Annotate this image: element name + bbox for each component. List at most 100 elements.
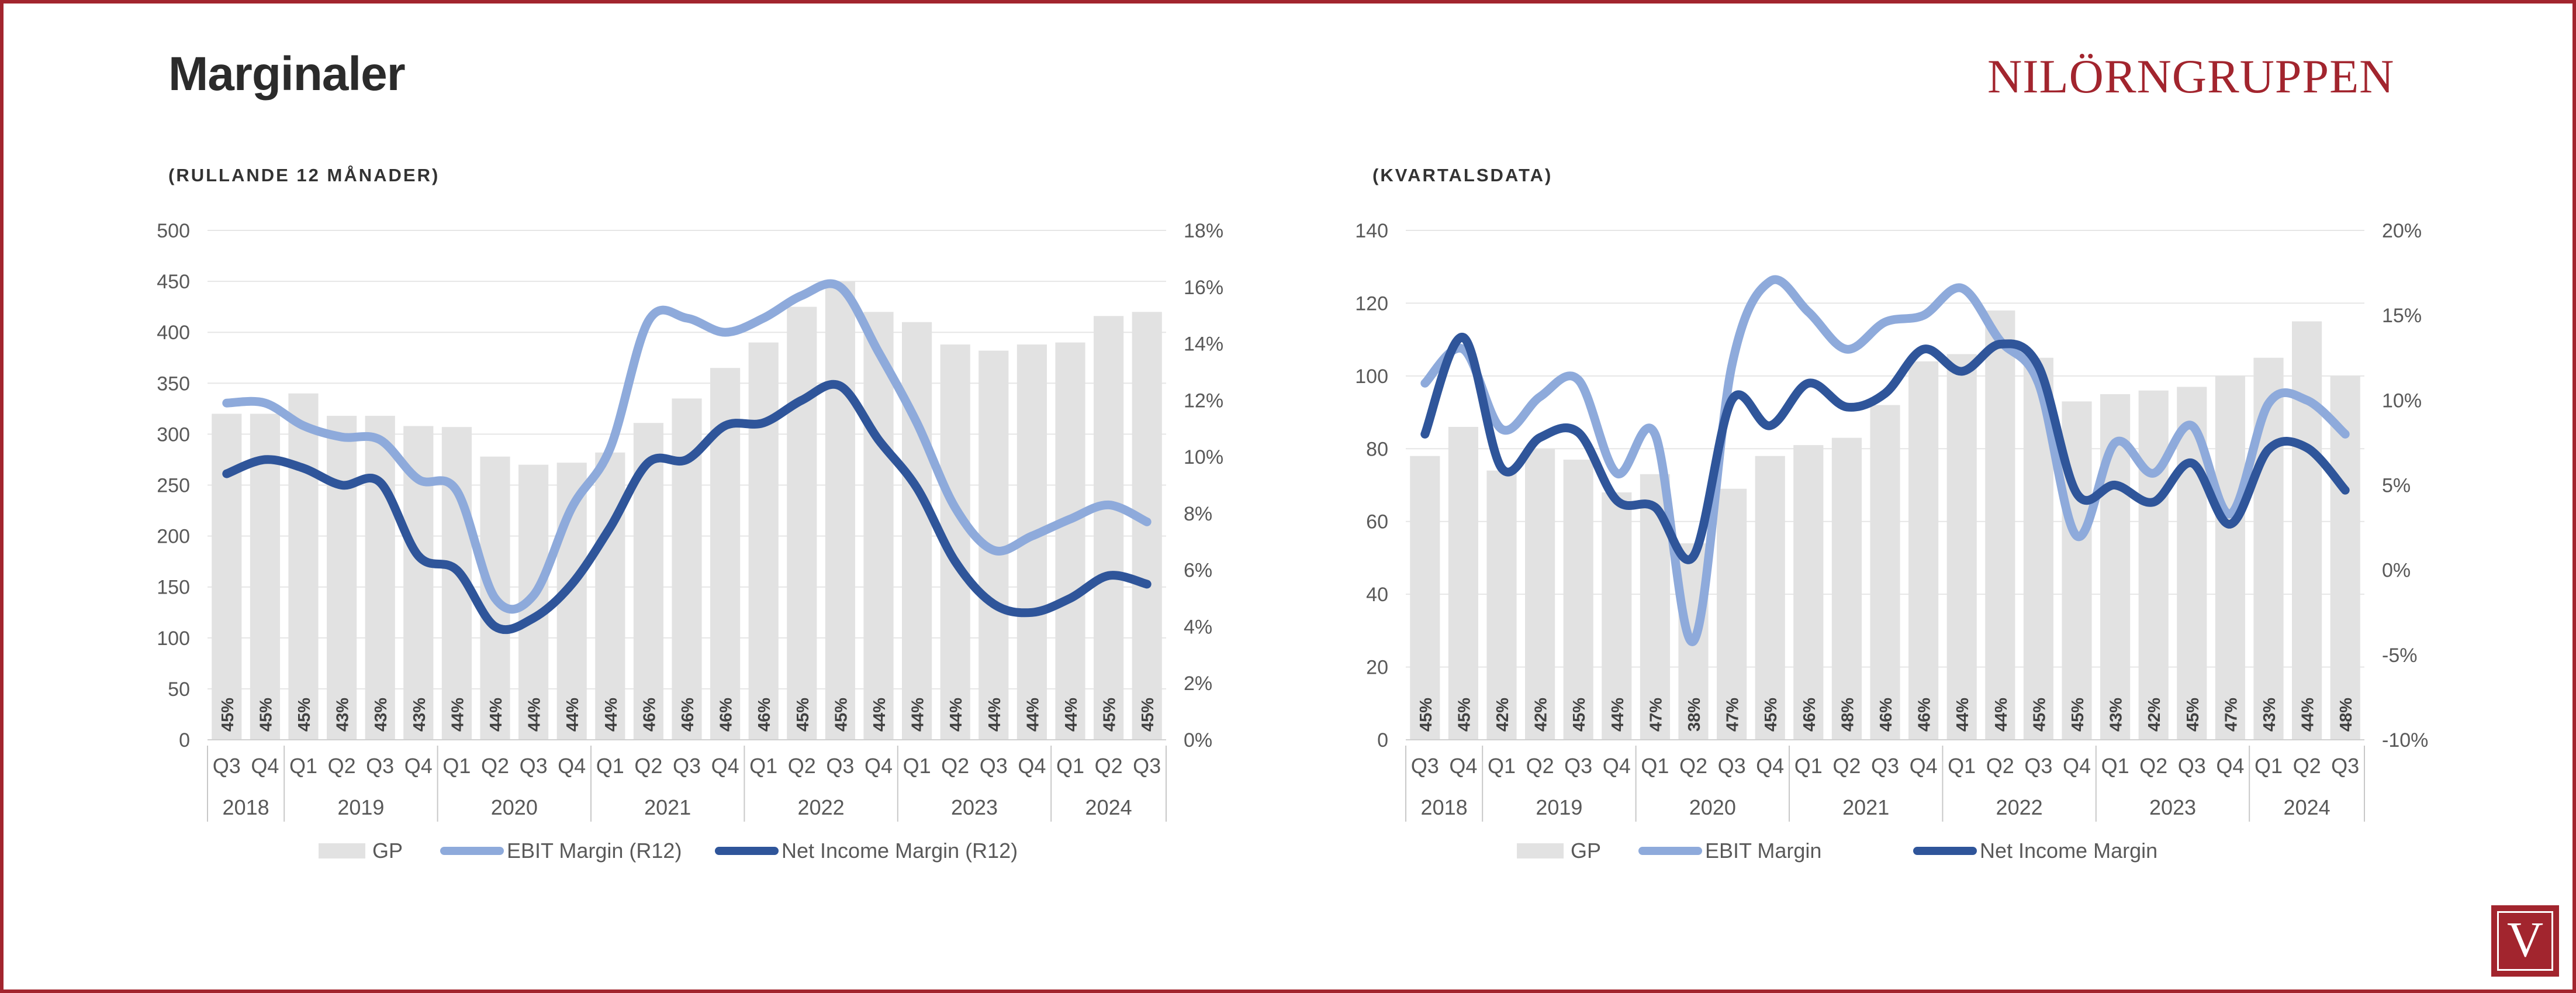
right-axis-tick: 0% bbox=[2382, 560, 2411, 582]
quarter-label: Q3 bbox=[1718, 754, 1746, 778]
quarter-label: Q1 bbox=[749, 754, 777, 778]
gp-margin-label: 44% bbox=[448, 698, 467, 732]
rolling-margin-chart: 0 50 100 150 200 250 300 350 400 450 500 0% 2% 4% 6% 8%… bbox=[157, 220, 1223, 863]
gp-margin-label: 45% bbox=[2184, 698, 2202, 732]
gp-margin-label: 46% bbox=[1915, 698, 1934, 732]
year-label: 2024 bbox=[1085, 795, 1132, 819]
year-label: 2019 bbox=[1536, 795, 1582, 819]
right-axis-tick: 2% bbox=[1184, 673, 1212, 695]
gp-bar bbox=[2253, 357, 2284, 740]
gp-margin-label: 48% bbox=[1838, 698, 1857, 732]
quarter-label: Q3 bbox=[1564, 754, 1592, 778]
gp-bar bbox=[1410, 456, 1440, 740]
year-label: 2019 bbox=[337, 795, 384, 819]
gp-margin-label: 45% bbox=[794, 698, 812, 732]
net-income-margin-line bbox=[1420, 333, 2350, 564]
gp-bar bbox=[1755, 456, 1785, 740]
quarter-label: Q4 bbox=[558, 754, 586, 778]
gp-margin-label: 45% bbox=[2030, 698, 2049, 732]
gp-margin-label: 44% bbox=[525, 698, 544, 732]
quarter-label: Q1 bbox=[1641, 754, 1669, 778]
quarterly-margin-chart: 0 20 40 60 80 100 120 140 -10% -5% 0% 5% 10% 15% 20% 45… bbox=[1355, 220, 2428, 863]
gp-margin-label: 48% bbox=[2337, 698, 2356, 732]
gp-margin-label: 44% bbox=[1062, 698, 1081, 732]
gp-margin-label: 44% bbox=[986, 698, 1004, 732]
right-axis-tick: -10% bbox=[2382, 729, 2428, 751]
quarter-label: Q4 bbox=[1449, 754, 1477, 778]
left-axis-tick: 100 bbox=[157, 627, 190, 650]
quarter-label: Q3 bbox=[2331, 754, 2359, 778]
quarter-label: Q2 bbox=[941, 754, 969, 778]
legend-label: Net Income Margin (R12) bbox=[782, 839, 1018, 863]
gp-margin-label: 44% bbox=[870, 698, 889, 732]
quarter-label: Q3 bbox=[520, 754, 548, 778]
quarter-label: Q4 bbox=[2216, 754, 2244, 778]
quarter-label: Q1 bbox=[1794, 754, 1823, 778]
gp-margin-label: 45% bbox=[2069, 698, 2087, 732]
gp-bar bbox=[288, 393, 319, 740]
left-axis-tick: 400 bbox=[157, 322, 190, 344]
gp-margin-label: 46% bbox=[1800, 698, 1819, 732]
gp-margin-label: 45% bbox=[1570, 698, 1589, 732]
legend-label: GP bbox=[1571, 839, 1601, 863]
quarter-label: Q3 bbox=[826, 754, 854, 778]
quarter-label: Q4 bbox=[404, 754, 433, 778]
quarter-label: Q2 bbox=[1832, 754, 1861, 778]
quarter-label: Q1 bbox=[289, 754, 317, 778]
left-axis-tick: 120 bbox=[1355, 292, 1388, 315]
gp-margin-label: 46% bbox=[679, 698, 697, 732]
gp-bar bbox=[1055, 342, 1085, 740]
year-label: 2022 bbox=[1996, 795, 2043, 819]
quarter-label: Q1 bbox=[2101, 754, 2129, 778]
legend-swatch-gp bbox=[319, 843, 365, 858]
left-axis-tick: 0 bbox=[1377, 729, 1388, 751]
quarter-label: Q1 bbox=[1948, 754, 1976, 778]
year-label: 2020 bbox=[1689, 795, 1736, 819]
chart-subtitle-quarterly: (KVARTALSDATA) bbox=[1372, 165, 1553, 185]
right-axis-tick: 5% bbox=[2382, 475, 2411, 497]
quarter-label: Q1 bbox=[2255, 754, 2283, 778]
quarter-label: Q2 bbox=[1095, 754, 1123, 778]
quarter-label: Q3 bbox=[366, 754, 394, 778]
right-axis-tick: 20% bbox=[2382, 220, 2422, 242]
year-label: 2018 bbox=[1421, 795, 1468, 819]
gp-margin-label: 44% bbox=[1609, 698, 1627, 732]
gp-bar bbox=[1525, 449, 1555, 740]
left-axis-tick: 140 bbox=[1355, 220, 1388, 242]
year-label: 2021 bbox=[644, 795, 691, 819]
gp-margin-label: 46% bbox=[755, 698, 774, 732]
gp-bar bbox=[1793, 445, 1824, 740]
legend-label: EBIT Margin (R12) bbox=[507, 839, 682, 863]
gp-margin-label: 43% bbox=[2260, 698, 2279, 732]
right-axis-tick: 14% bbox=[1184, 333, 1223, 356]
gp-margin-label: 38% bbox=[1685, 698, 1704, 732]
gp-margin-label: 45% bbox=[1455, 698, 1474, 732]
quarter-label: Q1 bbox=[1488, 754, 1516, 778]
gp-margin-label: 43% bbox=[372, 698, 390, 732]
gp-bar bbox=[787, 306, 817, 740]
quarter-label: Q2 bbox=[1526, 754, 1554, 778]
gp-bar bbox=[1602, 492, 1632, 740]
year-label: 2020 bbox=[491, 795, 538, 819]
quarter-label: Q3 bbox=[673, 754, 701, 778]
gp-bar bbox=[2215, 375, 2245, 740]
right-axis-tick: 0% bbox=[1184, 729, 1212, 751]
quarter-label: Q4 bbox=[865, 754, 893, 778]
gp-bar bbox=[1094, 316, 1124, 740]
quarter-label: Q2 bbox=[328, 754, 356, 778]
gp-margin-label: 46% bbox=[640, 698, 659, 732]
left-axis-tick: 0 bbox=[179, 729, 190, 751]
gp-margin-label: 42% bbox=[1493, 698, 1512, 732]
year-label: 2023 bbox=[2149, 795, 2196, 819]
gp-margin-label: 44% bbox=[563, 698, 582, 732]
right-axis-tick: 10% bbox=[1184, 446, 1223, 468]
quarter-label: Q2 bbox=[2293, 754, 2321, 778]
gp-margin-label: 44% bbox=[2299, 698, 2318, 732]
year-label: 2022 bbox=[798, 795, 845, 819]
quarter-label: Q2 bbox=[788, 754, 816, 778]
gp-bar bbox=[1831, 437, 1862, 740]
right-axis-tick: 18% bbox=[1184, 220, 1223, 242]
page-title: Marginaler bbox=[168, 47, 406, 101]
left-axis-tick: 300 bbox=[157, 423, 190, 446]
gp-margin-label: 44% bbox=[909, 698, 928, 732]
